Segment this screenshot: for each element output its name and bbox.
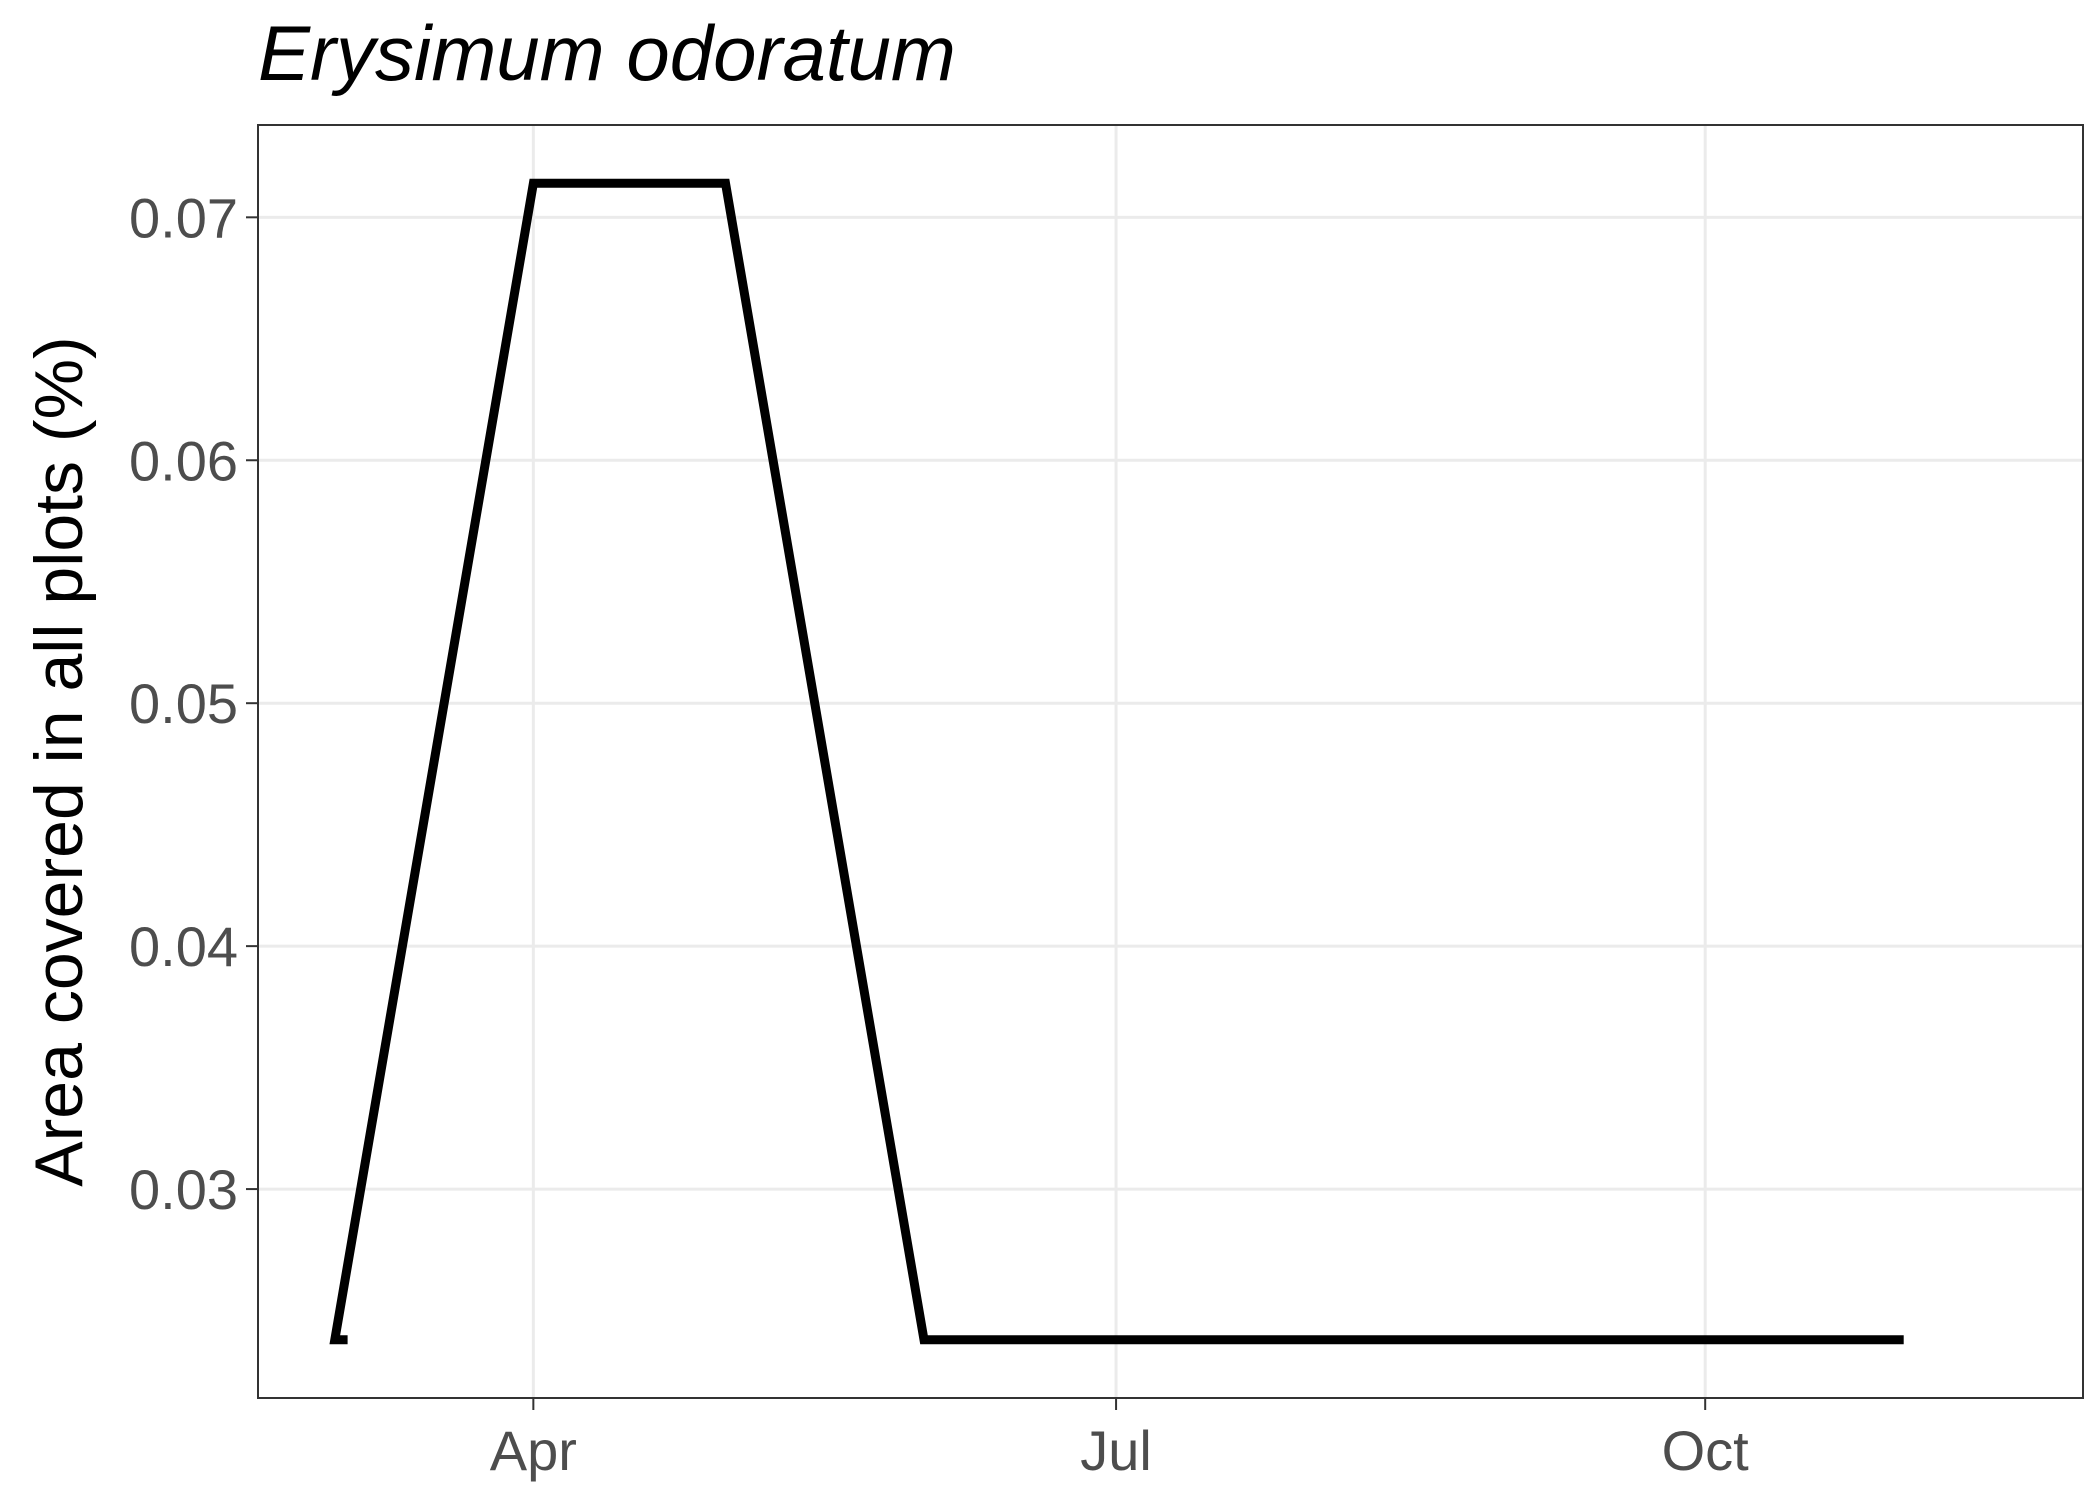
axis-ticks: 0.03 0.04 0.05 0.06 0.07 Apr Jul Oct — [129, 186, 1749, 1482]
x-tick-label: Oct — [1662, 1419, 1750, 1482]
y-tick-label: 0.03 — [129, 1158, 238, 1221]
plot-panel-border — [257, 124, 2084, 1399]
y-tick-label: 0.07 — [129, 186, 238, 249]
y-tick-label: 0.05 — [129, 672, 238, 735]
x-tick-label: Apr — [490, 1419, 577, 1482]
y-axis-title: Area covered in all plots (%) — [21, 336, 97, 1186]
y-tick-label: 0.06 — [129, 429, 238, 492]
series-layer — [329, 178, 1904, 1345]
x-tick-label: Jul — [1080, 1419, 1152, 1482]
y-tick-label: 0.04 — [129, 915, 238, 978]
chart-title: Erysimum odoratum — [258, 9, 956, 97]
grid-lines — [258, 125, 2083, 1398]
series-line-0 — [329, 178, 1904, 1345]
